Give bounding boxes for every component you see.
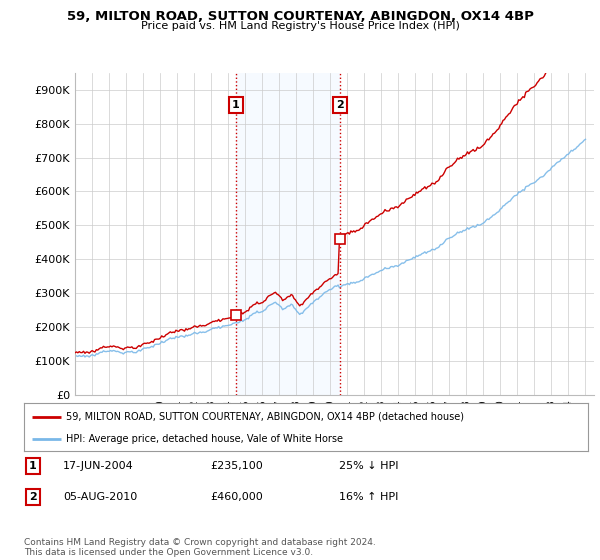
Text: 25% ↓ HPI: 25% ↓ HPI bbox=[339, 461, 398, 471]
Text: £235,100: £235,100 bbox=[210, 461, 263, 471]
Text: £460,000: £460,000 bbox=[210, 492, 263, 502]
Bar bbox=[236, 73, 340, 395]
Text: Price paid vs. HM Land Registry's House Price Index (HPI): Price paid vs. HM Land Registry's House … bbox=[140, 21, 460, 31]
Text: 05-AUG-2010: 05-AUG-2010 bbox=[63, 492, 137, 502]
Text: 2: 2 bbox=[29, 492, 37, 502]
Text: 17-JUN-2004: 17-JUN-2004 bbox=[63, 461, 134, 471]
Text: 16% ↑ HPI: 16% ↑ HPI bbox=[339, 492, 398, 502]
Text: 1: 1 bbox=[232, 100, 240, 110]
Text: 59, MILTON ROAD, SUTTON COURTENAY, ABINGDON, OX14 4BP (detached house): 59, MILTON ROAD, SUTTON COURTENAY, ABING… bbox=[66, 412, 464, 422]
Text: 59, MILTON ROAD, SUTTON COURTENAY, ABINGDON, OX14 4BP: 59, MILTON ROAD, SUTTON COURTENAY, ABING… bbox=[67, 10, 533, 23]
Text: 2: 2 bbox=[336, 100, 344, 110]
Text: Contains HM Land Registry data © Crown copyright and database right 2024.
This d: Contains HM Land Registry data © Crown c… bbox=[24, 538, 376, 557]
Text: 1: 1 bbox=[29, 461, 37, 471]
Text: HPI: Average price, detached house, Vale of White Horse: HPI: Average price, detached house, Vale… bbox=[66, 434, 343, 444]
